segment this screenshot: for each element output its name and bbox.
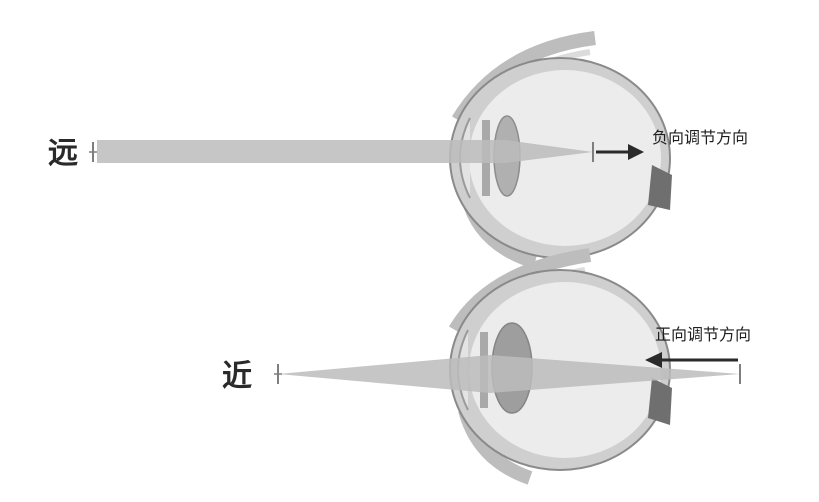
arrow-left-icon [645, 352, 738, 368]
eye-interior [469, 70, 661, 246]
near-light-beam [278, 355, 740, 393]
near-label: 近 [222, 359, 252, 394]
focus-marker-icon [274, 364, 282, 384]
positive-direction-label: 正向调节方向 [655, 325, 751, 344]
arrow-right-icon [596, 144, 644, 160]
focus-marker-icon [89, 142, 97, 162]
optic-nerve [648, 378, 672, 425]
optic-nerve [648, 165, 672, 210]
far-label: 远 [48, 136, 78, 171]
upper-eyelid [448, 248, 592, 334]
far-light-beam [97, 140, 593, 163]
negative-direction-label: 负向调节方向 [652, 128, 748, 147]
